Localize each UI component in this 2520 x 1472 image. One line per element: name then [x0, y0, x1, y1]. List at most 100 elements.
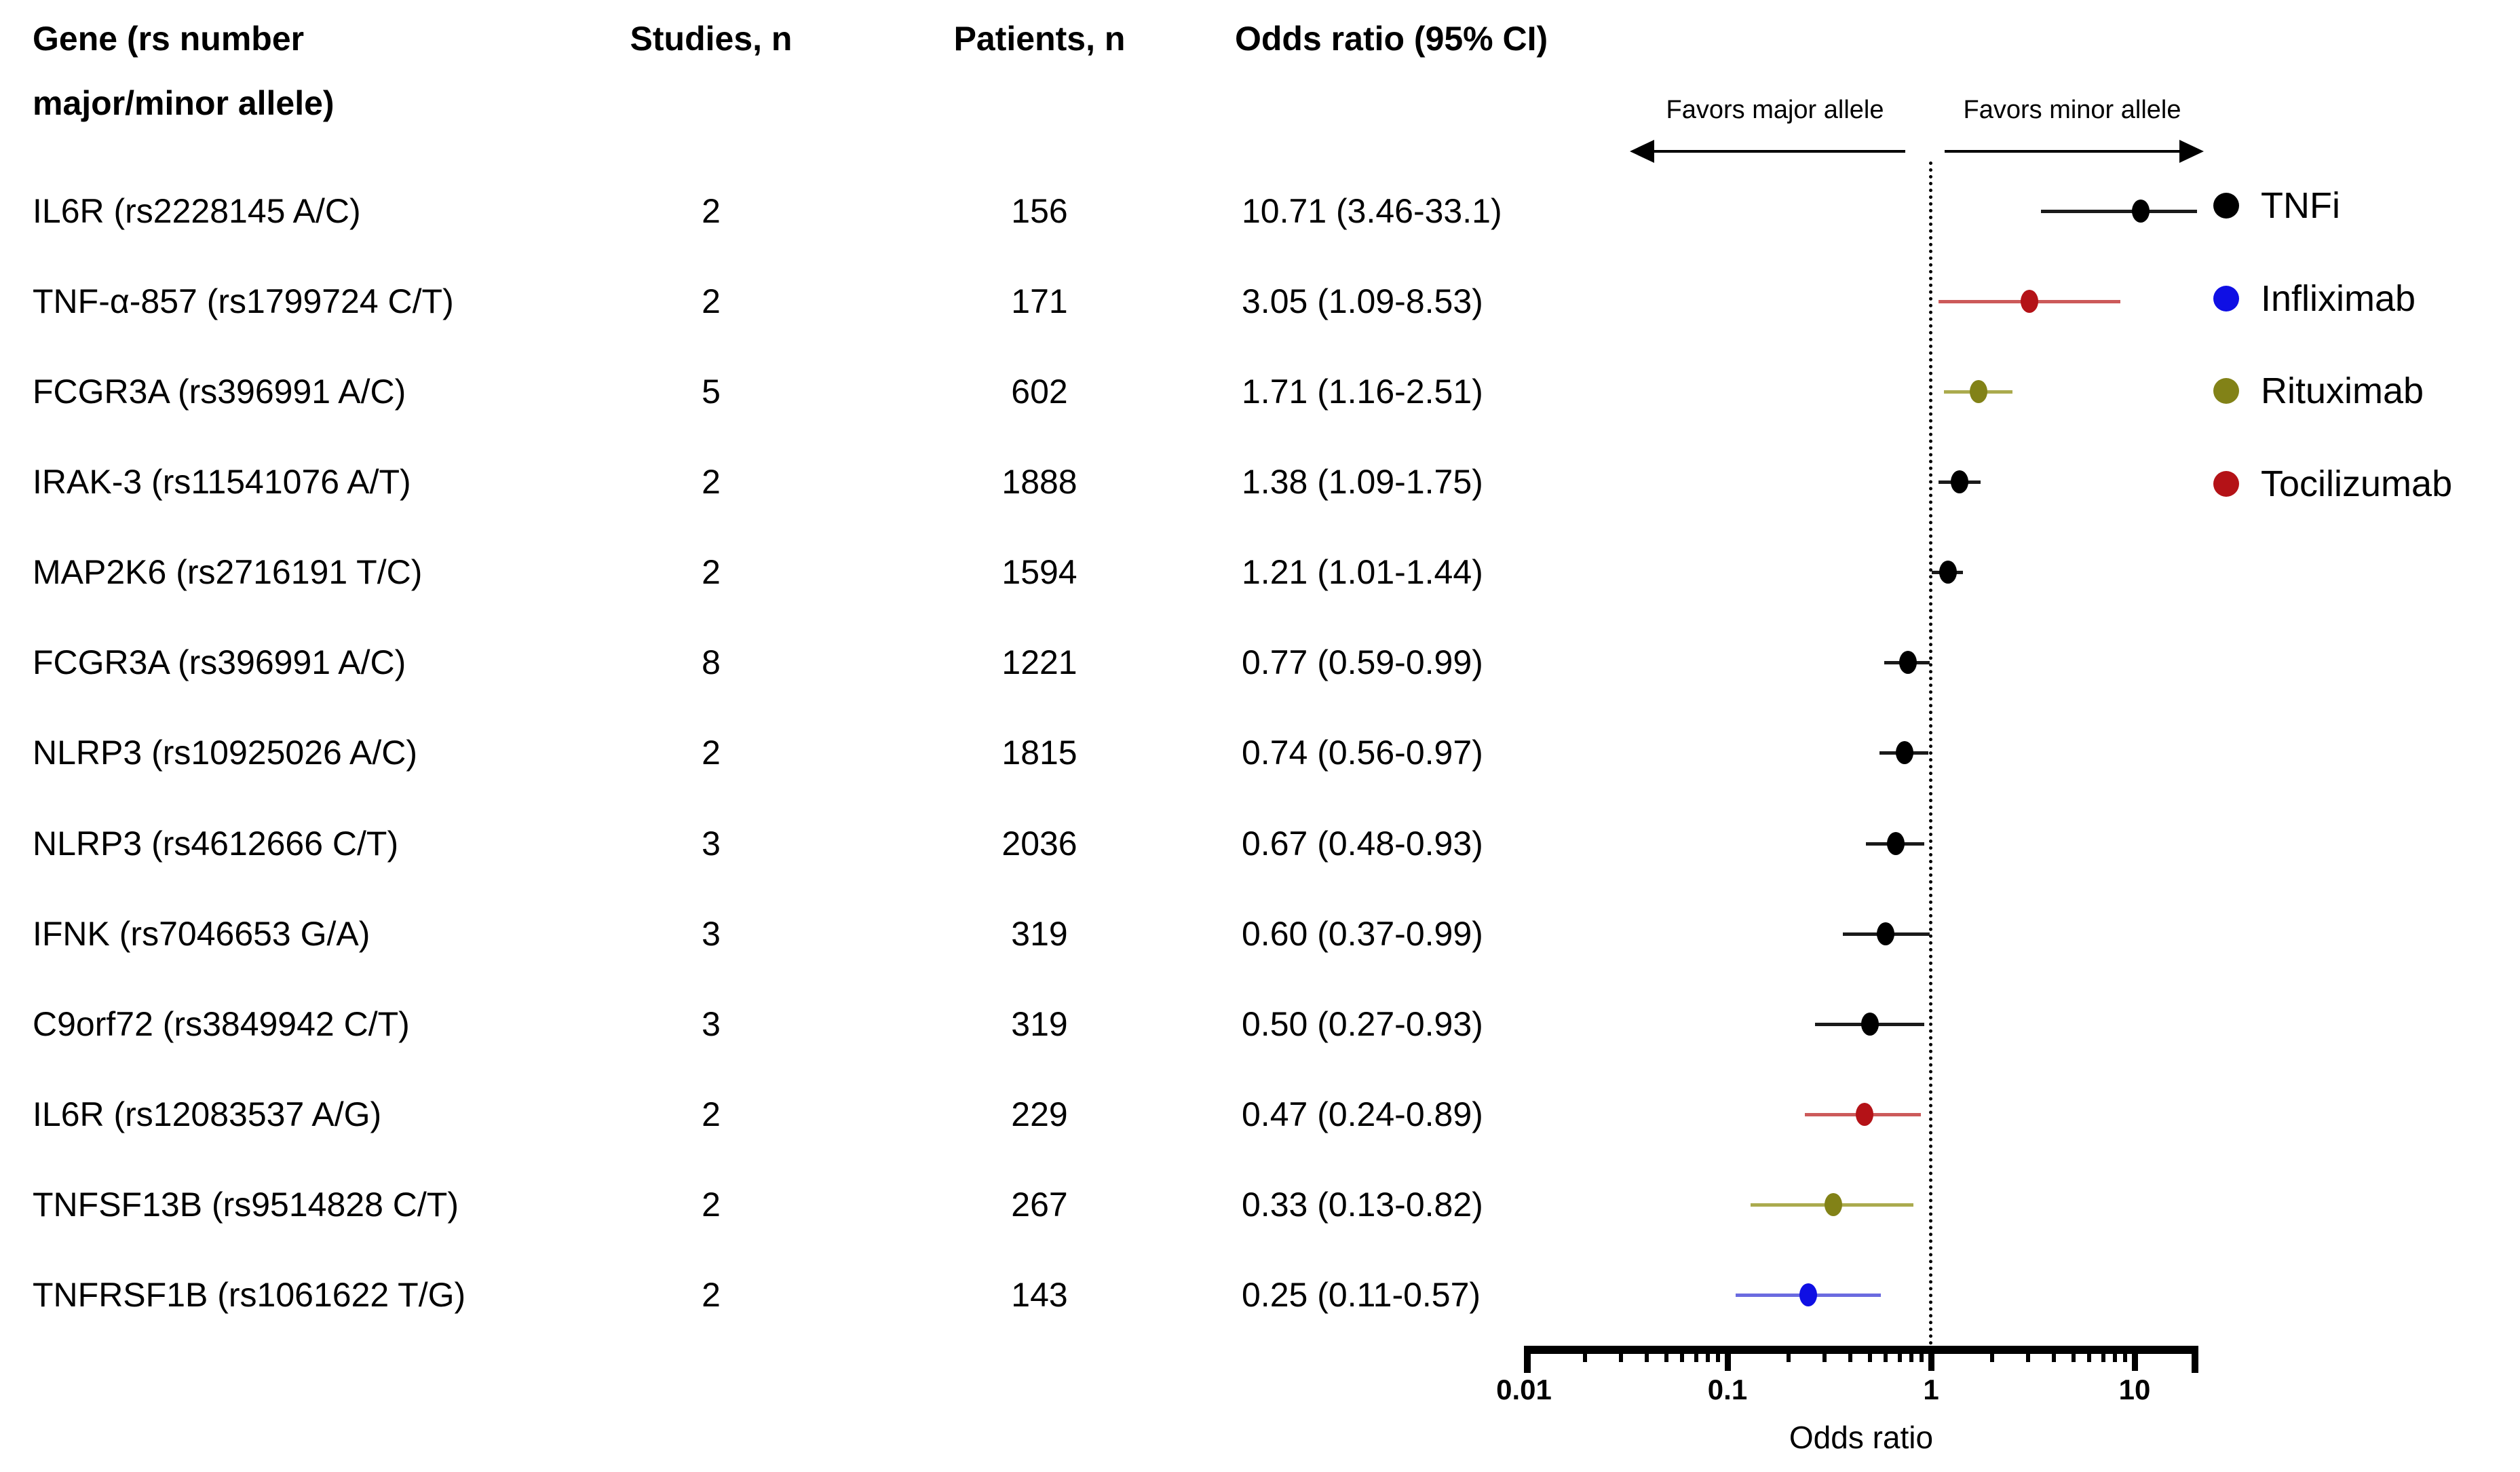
axis-minor-tick [1822, 1351, 1827, 1362]
legend-dot-rituximab [2213, 378, 2239, 404]
row-gene-label: IRAK-3 (rs11541076 A/T) [33, 463, 411, 501]
row-patients-value: 267 [1011, 1186, 1068, 1224]
row-odds-ratio-value: 3.05 (1.09-8.53) [1242, 282, 1483, 320]
axis-minor-tick [1884, 1351, 1888, 1362]
row-gene-label: C9orf72 (rs3849942 C/T) [33, 1005, 410, 1043]
row-studies-value: 2 [702, 734, 721, 772]
favors-minor-allele-label: Favors minor allele [1963, 96, 2181, 124]
axis-major-tick [1928, 1351, 1934, 1371]
row-studies-value: 2 [702, 553, 721, 591]
odds-ratio-point-tnfi [1899, 651, 1917, 674]
row-gene-label: IL6R (rs12083537 A/G) [33, 1095, 382, 1133]
reference-line-or-1 [1929, 162, 1932, 1346]
axis-minor-tick [1868, 1351, 1872, 1362]
row-gene-label: IFNK (rs7046653 G/A) [33, 915, 370, 953]
axis-tick-label: 10 [2118, 1374, 2151, 1405]
row-odds-ratio-value: 0.33 (0.13-0.82) [1242, 1186, 1483, 1224]
axis-minor-tick [1694, 1351, 1698, 1362]
favors-minor-arrow-line [1945, 150, 2179, 153]
axis-tick-label: 1 [1923, 1374, 1939, 1405]
legend-label-tocilizumab: Tocilizumab [2261, 464, 2453, 504]
odds-ratio-point-tocilizumab [2021, 290, 2038, 313]
row-patients-value: 229 [1011, 1095, 1068, 1133]
axis-minor-tick [1898, 1351, 1902, 1362]
row-odds-ratio-value: 0.50 (0.27-0.93) [1242, 1005, 1483, 1043]
axis-minor-tick [1664, 1351, 1668, 1362]
row-gene-label: TNFRSF1B (rs1061622 T/G) [33, 1276, 466, 1314]
odds-ratio-point-tnfi [1951, 470, 1968, 493]
axis-minor-tick [1706, 1351, 1710, 1362]
favors-minor-arrowhead-icon [2179, 140, 2204, 163]
legend-dot-infliximab [2213, 286, 2239, 312]
legend-label-rituximab: Rituximab [2261, 371, 2424, 411]
axis-minor-tick [1990, 1351, 1994, 1362]
odds-ratio-point-tnfi [1939, 561, 1957, 584]
legend-dot-tocilizumab [2213, 471, 2239, 497]
row-studies-value: 3 [702, 825, 721, 863]
row-odds-ratio-value: 0.74 (0.56-0.97) [1242, 734, 1483, 772]
row-gene-label: NLRP3 (rs10925026 A/C) [33, 734, 417, 772]
axis-minor-tick [2072, 1351, 2076, 1362]
odds-ratio-point-rituximab [1825, 1193, 1842, 1216]
row-odds-ratio-value: 0.67 (0.48-0.93) [1242, 825, 1483, 863]
row-gene-label: TNFSF13B (rs9514828 C/T) [33, 1186, 459, 1224]
axis-tick-label: 0.1 [1707, 1374, 1748, 1405]
row-studies-value: 3 [702, 915, 721, 953]
row-patients-value: 156 [1011, 192, 1068, 230]
row-patients-value: 143 [1011, 1276, 1068, 1314]
row-patients-value: 319 [1011, 915, 1068, 953]
row-patients-value: 319 [1011, 1005, 1068, 1043]
row-patients-value: 1594 [1001, 553, 1077, 591]
axis-minor-tick [2123, 1351, 2127, 1362]
axis-minor-tick [2052, 1351, 2056, 1362]
row-odds-ratio-value: 0.77 (0.59-0.99) [1242, 643, 1483, 681]
row-studies-value: 2 [702, 282, 721, 320]
legend-dot-tnfi [2213, 193, 2239, 219]
axis-end-tick [2192, 1346, 2198, 1373]
row-gene-label: FCGR3A (rs396991 A/C) [33, 643, 406, 681]
row-odds-ratio-value: 0.47 (0.24-0.89) [1242, 1095, 1483, 1133]
axis-minor-tick [2026, 1351, 2030, 1362]
x-axis-line [1524, 1346, 2198, 1354]
column-header-gene-line1: Gene (rs number [33, 20, 305, 58]
row-odds-ratio-value: 10.71 (3.46-33.1) [1242, 192, 1502, 230]
odds-ratio-point-tnfi [1861, 1013, 1879, 1036]
row-studies-value: 2 [702, 1186, 721, 1224]
row-studies-value: 3 [702, 1005, 721, 1043]
axis-minor-tick [1920, 1351, 1924, 1362]
row-patients-value: 1815 [1001, 734, 1077, 772]
odds-ratio-point-tnfi [1887, 832, 1905, 855]
odds-ratio-point-tocilizumab [1856, 1103, 1873, 1126]
column-header-studies: Studies, n [630, 20, 793, 58]
row-odds-ratio-value: 1.38 (1.09-1.75) [1242, 463, 1483, 501]
row-patients-value: 1888 [1001, 463, 1077, 501]
row-patients-value: 1221 [1001, 643, 1077, 681]
confidence-interval-line [2041, 210, 2197, 213]
legend-label-infliximab: Infliximab [2261, 278, 2416, 319]
axis-end-tick [1524, 1346, 1531, 1373]
row-odds-ratio-value: 1.71 (1.16-2.51) [1242, 373, 1483, 411]
row-gene-label: TNF-α-857 (rs1799724 C/T) [33, 282, 454, 320]
odds-ratio-point-infliximab [1799, 1283, 1817, 1306]
row-gene-label: IL6R (rs2228145 A/C) [33, 192, 361, 230]
axis-minor-tick [1645, 1351, 1649, 1362]
row-studies-value: 5 [702, 373, 721, 411]
axis-minor-tick [1619, 1351, 1623, 1362]
row-studies-value: 2 [702, 1095, 721, 1133]
axis-minor-tick [1680, 1351, 1684, 1362]
row-patients-value: 602 [1011, 373, 1068, 411]
row-odds-ratio-value: 1.21 (1.01-1.44) [1242, 553, 1483, 591]
column-header-gene-line2: major/minor allele) [33, 84, 335, 122]
row-studies-value: 2 [702, 463, 721, 501]
axis-minor-tick [1583, 1351, 1587, 1362]
row-gene-label: MAP2K6 (rs2716191 T/C) [33, 553, 423, 591]
odds-ratio-point-tnfi [2132, 200, 2150, 223]
odds-ratio-point-tnfi [1896, 741, 1913, 764]
odds-ratio-point-rituximab [1970, 380, 1987, 403]
axis-minor-tick [1909, 1351, 1913, 1362]
row-odds-ratio-value: 0.25 (0.11-0.57) [1242, 1276, 1481, 1314]
row-studies-value: 8 [702, 643, 721, 681]
row-gene-label: NLRP3 (rs4612666 C/T) [33, 825, 399, 863]
axis-minor-tick [2087, 1351, 2091, 1362]
